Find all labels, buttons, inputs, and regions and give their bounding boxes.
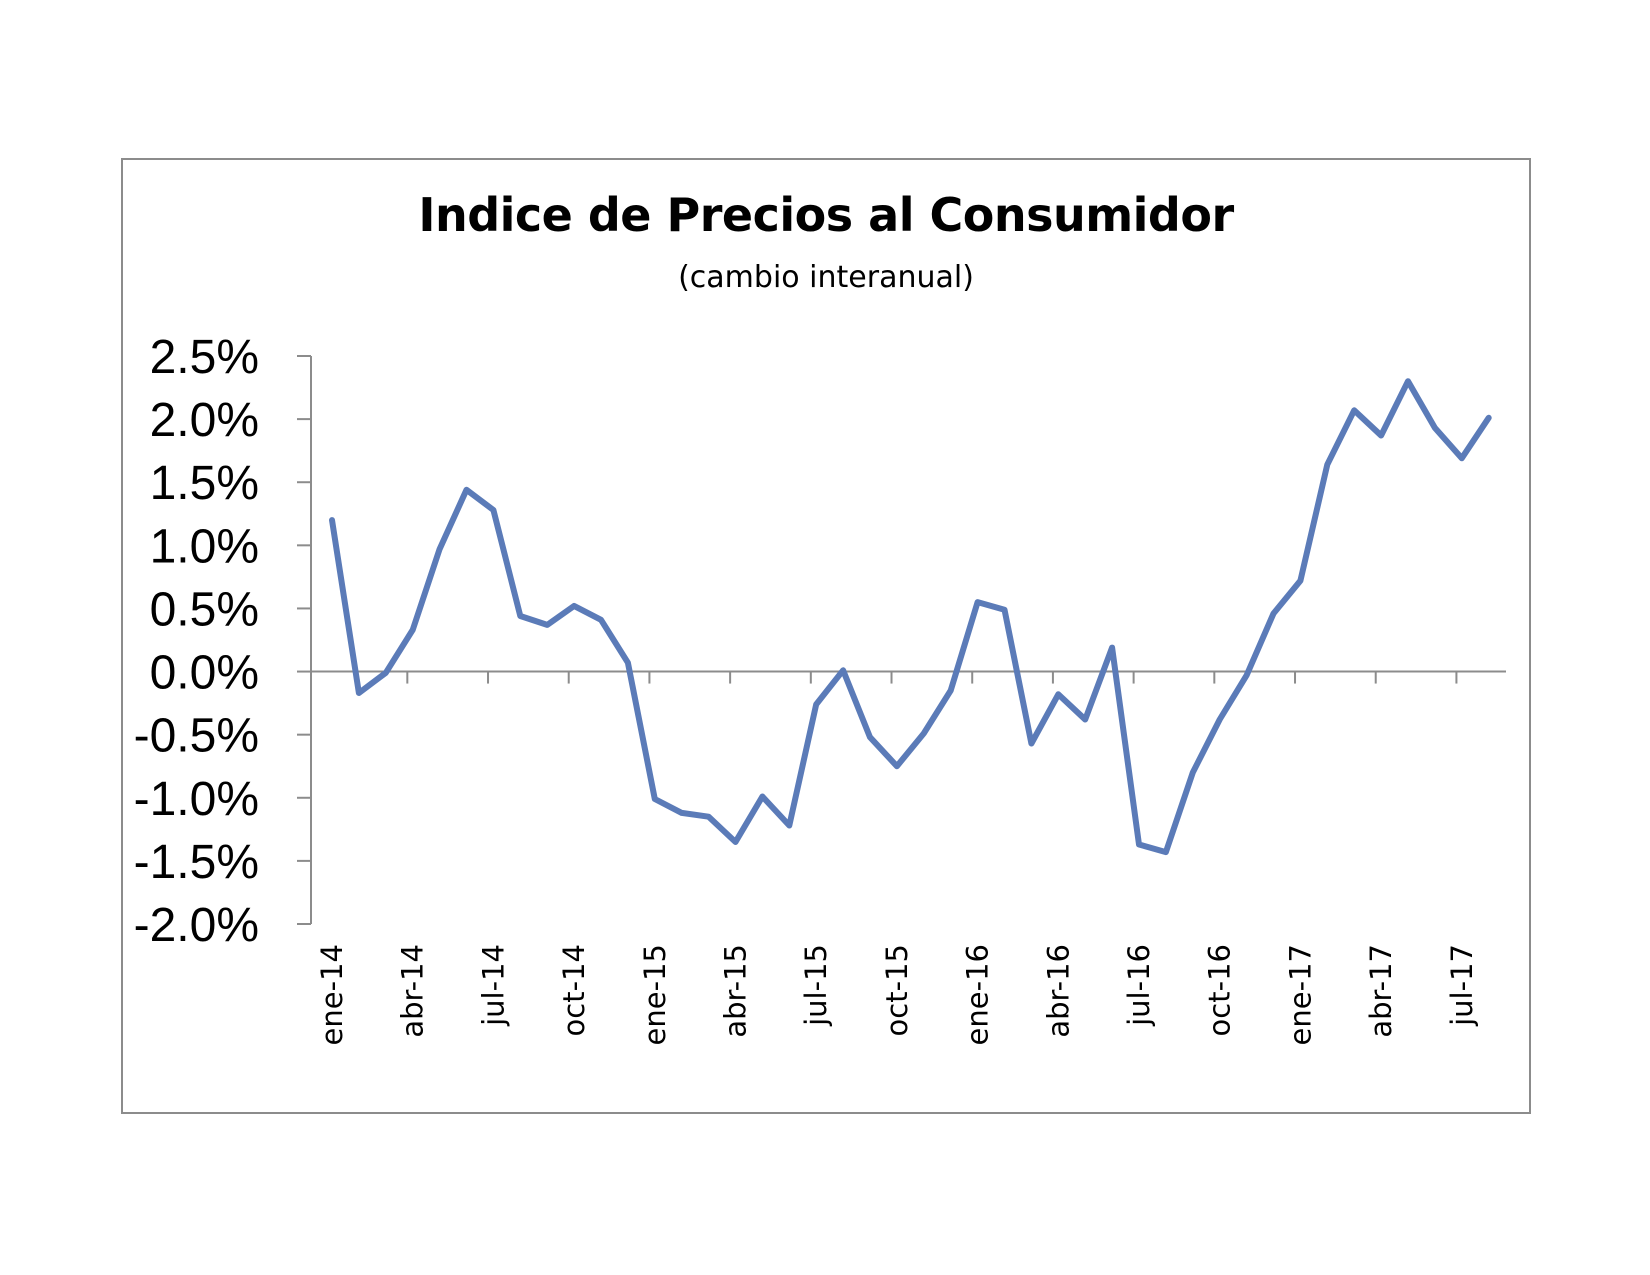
x-tick-label: oct-16 [1203,944,1237,1036]
x-tick-label: abr-15 [719,944,753,1038]
x-tick-label: ene-16 [961,944,995,1045]
x-tick-label: abr-17 [1364,944,1398,1038]
x-tick-label: oct-15 [880,944,914,1036]
y-tick-label: -1.5% [134,836,259,889]
chart-title: Indice de Precios al Consumidor [418,188,1234,242]
x-tick-label: ene-15 [638,944,672,1045]
y-tick-label: -1.0% [134,773,259,826]
x-tick-label: oct-14 [557,944,591,1036]
x-tick-label: ene-14 [315,944,349,1045]
x-tick-label: abr-16 [1041,944,1075,1038]
x-tick-label: ene-17 [1283,944,1317,1045]
y-tick-label: 2.5% [150,331,259,384]
y-tick-label: 2.0% [150,394,259,447]
chart-subtitle: (cambio interanual) [678,260,974,295]
chart-frame: Indice de Precios al Consumidor (cambio … [121,158,1531,1114]
line-chart: 2.5% 2.0% 1.5% 1.0% 0.5% 0.0% -0.5% -1.0% -1.5% -… [134,331,1506,1045]
y-tick-label: 0.5% [150,583,259,636]
x-tick-label: jul-17 [1445,944,1479,1027]
y-tick-label: -2.0% [134,899,259,952]
y-tick-label: 0.0% [150,647,259,700]
x-tick-label: jul-16 [1122,944,1156,1027]
y-tick-label: -0.5% [134,710,259,763]
y-tick-label: 1.0% [150,520,259,573]
y-tick-label: 1.5% [150,457,259,510]
x-tick-label: jul-15 [799,944,833,1027]
series-line [329,378,1492,856]
x-tick-label: abr-14 [396,944,430,1038]
x-tick-label: jul-14 [476,944,510,1027]
